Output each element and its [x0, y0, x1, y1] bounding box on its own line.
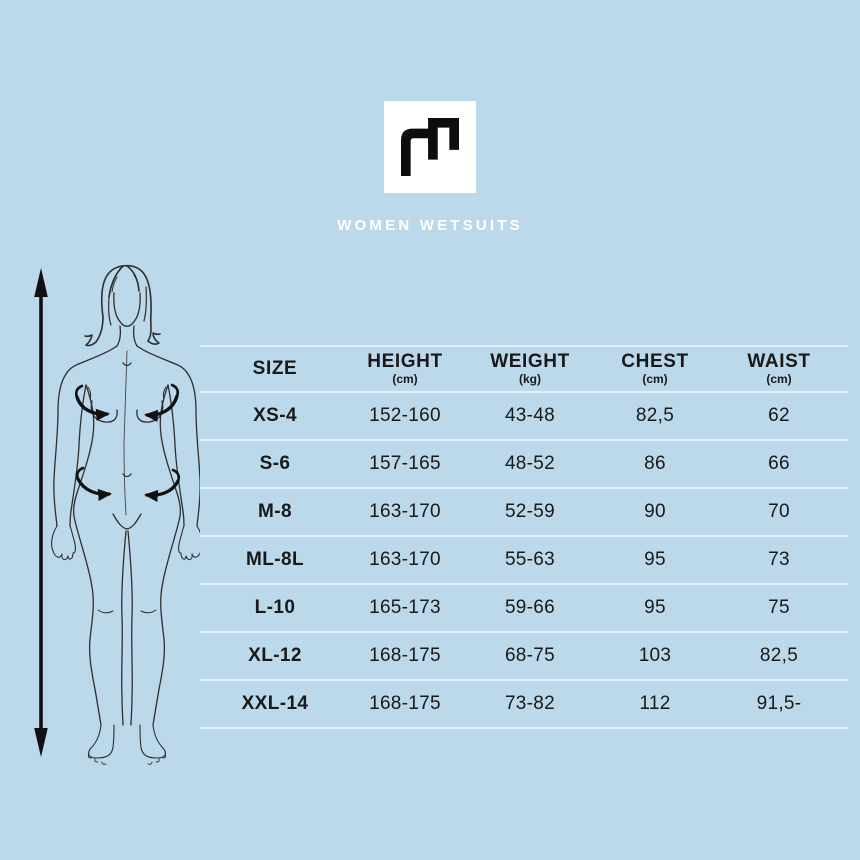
height-double-arrow-icon [34, 268, 48, 757]
value-cell: 82,5 [635, 405, 675, 426]
page-title: WOMEN WETSUITS [337, 217, 523, 234]
value-cell: 95 [644, 597, 666, 618]
size-cell: ML-8L [246, 549, 304, 570]
column-label: WAIST [747, 351, 811, 373]
value-cell: 66 [768, 453, 790, 474]
value-cell: 165-173 [369, 597, 441, 618]
column-label: HEIGHT [367, 351, 443, 373]
value-cell: 59-66 [504, 597, 556, 618]
value-cell: 82,5 [759, 645, 799, 666]
size-table: SIZE HEIGHT (cm) WEIGHT (kg) CHEST (cm) WAIST (c… [200, 345, 848, 729]
column-unit: (cm) [642, 372, 668, 387]
value-cell: 168-175 [369, 693, 441, 714]
size-table-header-row: SIZE HEIGHT (cm) WEIGHT (kg) CHEST (cm) WAIST (c… [200, 345, 848, 393]
value-cell: 62 [768, 405, 790, 426]
woman-body-outline [51, 264, 200, 765]
column-unit: (cm) [766, 372, 792, 387]
table-row: XL-12 168-175 68-75 103 82,5 [200, 633, 848, 681]
table-row: XS-4 152-160 43-48 82,5 62 [200, 393, 848, 441]
value-cell: 55-63 [504, 549, 556, 570]
column-header-size: SIZE [200, 359, 350, 379]
column-header-waist: WAIST (cm) [710, 352, 848, 386]
value-cell: 157-165 [369, 453, 441, 474]
value-cell: 103 [638, 645, 672, 666]
table-row: ML-8L 163-170 55-63 95 73 [200, 537, 848, 585]
waist-measure-arrows-icon [75, 466, 181, 502]
column-unit: (cm) [392, 372, 418, 387]
value-cell: 112 [639, 693, 671, 714]
column-unit: (kg) [519, 372, 541, 387]
value-cell: 90 [644, 501, 666, 522]
value-cell: 75 [768, 597, 790, 618]
size-table-body: XS-4 152-160 43-48 82,5 62 S-6 157-165 48-52 86 6… [200, 393, 848, 729]
face-outline [113, 292, 141, 327]
size-cell: M-8 [258, 501, 292, 522]
value-cell: 152-160 [369, 405, 441, 426]
size-cell: XL-12 [248, 645, 302, 666]
size-cell: L-10 [254, 597, 296, 618]
size-cell: XXL-14 [241, 693, 309, 714]
value-cell: 68-75 [504, 645, 556, 666]
column-label: WEIGHT [490, 351, 570, 373]
table-row: L-10 165-173 59-66 95 75 [200, 585, 848, 633]
table-row: M-8 163-170 52-59 90 70 [200, 489, 848, 537]
value-cell: 73-82 [504, 693, 556, 714]
chest-measure-arrows-icon [74, 383, 180, 422]
hair-lines [84, 264, 161, 347]
value-cell: 52-59 [504, 501, 556, 522]
value-cell: 168-175 [369, 645, 441, 666]
value-cell: 43-48 [504, 405, 556, 426]
value-cell: 48-52 [504, 453, 556, 474]
value-cell: 163-170 [369, 501, 441, 522]
column-header-chest: CHEST (cm) [600, 352, 710, 386]
column-label: CHEST [621, 351, 689, 373]
value-cell: 70 [768, 501, 790, 522]
value-cell: 95 [644, 549, 666, 570]
size-cell: S-6 [259, 453, 291, 474]
column-header-height: HEIGHT (cm) [350, 352, 460, 386]
column-header-weight: WEIGHT (kg) [460, 352, 600, 386]
size-cell: XS-4 [253, 405, 297, 426]
value-cell: 86 [644, 453, 666, 474]
m-logo-icon [401, 118, 459, 176]
column-label: SIZE [252, 358, 298, 380]
brand-logo [384, 101, 476, 193]
value-cell: 163-170 [369, 549, 441, 570]
woman-figure-illustration [34, 264, 200, 765]
table-row: XXL-14 168-175 73-82 112 91,5- [200, 681, 848, 729]
value-cell: 91,5- [756, 693, 802, 714]
table-row: S-6 157-165 48-52 86 66 [200, 441, 848, 489]
value-cell: 73 [768, 549, 790, 570]
